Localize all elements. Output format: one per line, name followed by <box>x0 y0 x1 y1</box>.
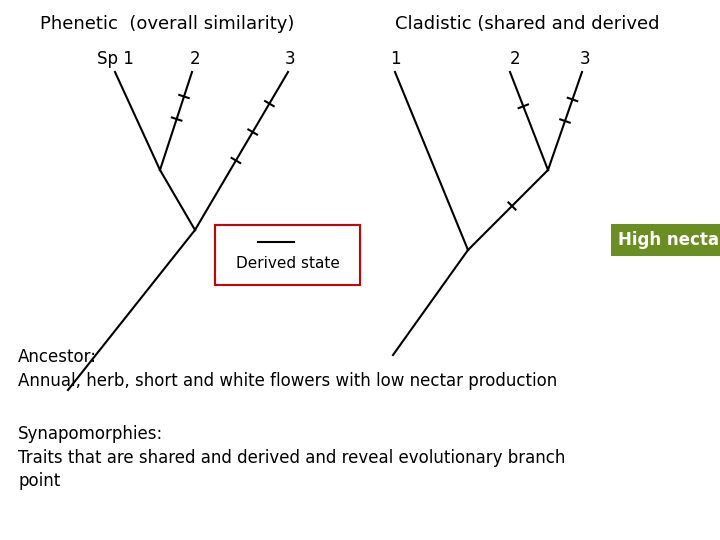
Text: 2: 2 <box>510 50 521 68</box>
Text: Ancestor:
Annual, herb, short and white flowers with low nectar production: Ancestor: Annual, herb, short and white … <box>18 348 557 389</box>
Text: Sp 1: Sp 1 <box>96 50 133 68</box>
Text: 1: 1 <box>390 50 400 68</box>
Text: 2: 2 <box>189 50 200 68</box>
Text: Synapomorphies:
Traits that are shared and derived and reveal evolutionary branc: Synapomorphies: Traits that are shared a… <box>18 425 565 490</box>
Text: High nectar: High nectar <box>618 231 720 249</box>
Text: Derived state: Derived state <box>235 256 339 272</box>
Text: Cladistic (shared and derived: Cladistic (shared and derived <box>395 15 660 33</box>
Text: 3: 3 <box>580 50 590 68</box>
Text: Phenetic  (overall similarity): Phenetic (overall similarity) <box>40 15 294 33</box>
Text: 3: 3 <box>284 50 295 68</box>
Bar <box>215 225 360 285</box>
